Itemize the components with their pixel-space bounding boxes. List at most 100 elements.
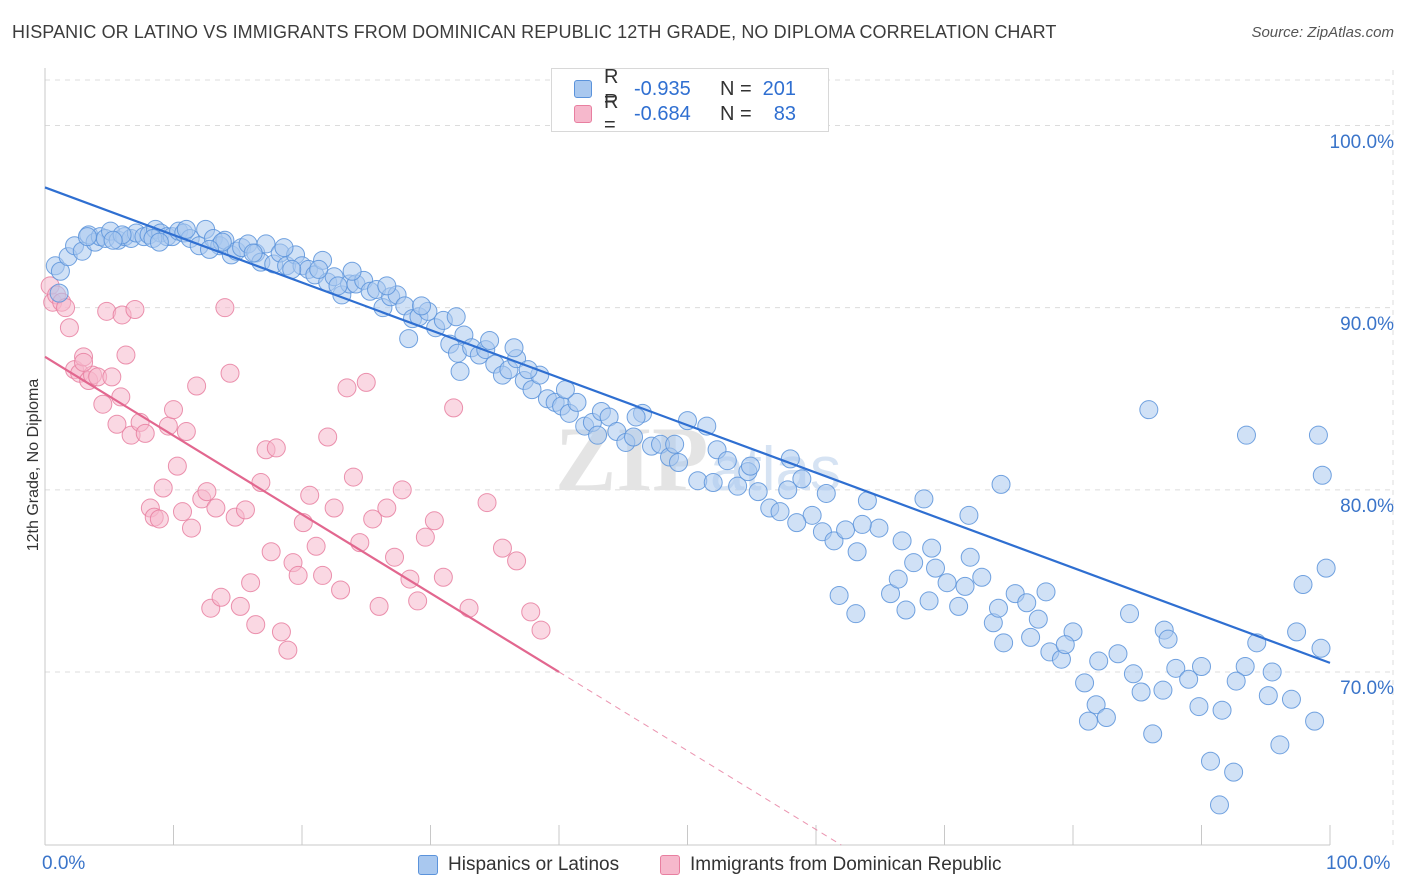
blue-point: [972, 567, 992, 587]
pink-point: [261, 542, 281, 562]
pink-point: [153, 478, 173, 498]
blue-point: [1308, 425, 1328, 445]
blue-point: [1235, 657, 1255, 676]
blue-point: [816, 483, 836, 503]
blue-point: [703, 473, 723, 493]
blue-point: [1021, 627, 1041, 647]
pink-point: [176, 422, 196, 442]
blue-point: [1226, 671, 1246, 691]
blue-point: [599, 407, 619, 427]
blue-point: [1189, 697, 1209, 717]
pink-point: [271, 622, 291, 642]
blue-point: [1017, 593, 1037, 613]
axes: [44, 68, 1331, 846]
pink-point: [331, 580, 351, 600]
legend-label: Immigrants from Dominican Republic: [690, 854, 1002, 875]
pink-point: [288, 565, 308, 585]
blue-point: [937, 573, 957, 593]
blue-point: [480, 330, 500, 350]
blue-swatch: [574, 80, 592, 98]
blue-point: [77, 227, 97, 247]
blue-point: [994, 633, 1014, 653]
blue-point: [1075, 673, 1095, 693]
blue-point: [243, 243, 263, 263]
blue-point: [522, 380, 542, 400]
pink-swatch: [574, 105, 592, 123]
y-tick-label: 90.0%: [1340, 313, 1394, 335]
pink-point: [220, 363, 240, 383]
blue-point: [1036, 582, 1056, 602]
blue-point: [926, 558, 946, 578]
pink-point: [318, 427, 338, 447]
blue-point: [50, 261, 70, 281]
blue-point: [748, 482, 768, 502]
pink-point: [363, 509, 383, 529]
n-label: N =: [720, 102, 752, 125]
pink-point: [59, 318, 79, 338]
blue-point: [1312, 465, 1332, 485]
blue-point: [1078, 711, 1098, 731]
pink-point: [343, 467, 363, 487]
pink-point: [408, 591, 428, 611]
pink-point: [206, 498, 226, 518]
y-tick-label: 80.0%: [1340, 495, 1394, 517]
pink-point: [241, 573, 261, 593]
pink-point: [215, 298, 235, 318]
blue-point: [1212, 700, 1232, 720]
blue-point: [1089, 651, 1109, 671]
trend-line-blue: [44, 186, 1331, 664]
blue-point: [846, 604, 866, 624]
blue-point: [1262, 662, 1282, 682]
blue-point: [778, 480, 798, 500]
pink-point: [74, 352, 94, 372]
r-label: R =: [604, 91, 619, 136]
blue-point: [446, 307, 466, 327]
blue-point: [1287, 622, 1307, 642]
trend-line-pink-extension: [558, 671, 842, 846]
blue-point: [824, 531, 844, 551]
blue-point: [888, 569, 908, 589]
pink-point: [187, 376, 207, 396]
pink-point: [369, 596, 389, 616]
r-value: -0.684: [634, 102, 691, 125]
legend-item-dominican[interactable]: Immigrants from Dominican Republic: [660, 852, 1002, 878]
pink-point: [246, 615, 266, 635]
pink-point: [377, 498, 397, 518]
blue-point: [1209, 795, 1229, 815]
pink-point: [337, 378, 357, 398]
x-tick-min: 0.0%: [42, 853, 86, 874]
trend-lines: [44, 186, 1331, 846]
x-tick-max: 100.0%: [1326, 853, 1391, 874]
pink-point: [433, 567, 453, 587]
n-value: 201: [762, 77, 796, 100]
legend-item-hispanics[interactable]: Hispanics or Latinos: [418, 852, 619, 878]
blue-point: [991, 474, 1011, 494]
pink-point: [356, 372, 376, 392]
r-value: -0.935: [634, 77, 691, 100]
pink-point: [172, 502, 192, 522]
blue-point: [919, 591, 939, 611]
r-label: R =: [604, 66, 619, 111]
blue-point: [1055, 635, 1075, 655]
blue-point: [728, 476, 748, 496]
blue-point: [49, 283, 69, 303]
blue-point: [802, 505, 822, 525]
blue-point: [176, 219, 196, 239]
pink-point: [116, 345, 136, 365]
pink-point: [313, 565, 333, 585]
pink-point: [235, 500, 255, 520]
blue-point: [103, 230, 123, 250]
blue-point: [717, 451, 737, 471]
blue-point: [1293, 575, 1313, 595]
pink-point: [531, 620, 551, 640]
blue-point: [1143, 724, 1163, 744]
blue-point: [1236, 425, 1256, 445]
pink-point: [392, 480, 412, 500]
blue-point: [1316, 558, 1336, 578]
blue-point: [1158, 629, 1178, 649]
stats-row-blue: R = -0.935 N = 201: [574, 66, 796, 111]
pink-point: [300, 485, 320, 505]
blue-point: [1224, 762, 1244, 782]
blue-point: [896, 600, 916, 620]
